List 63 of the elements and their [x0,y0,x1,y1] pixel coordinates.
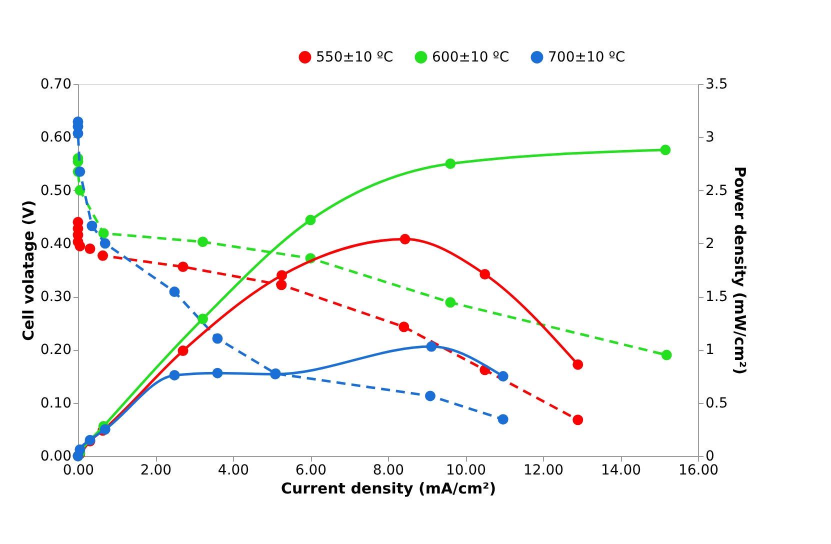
x-tick-label: 14.00 [600,462,642,478]
point [86,220,98,232]
point [445,297,456,308]
y2-tick-label: 1.5 [706,289,728,306]
x-tick-label: 16.00 [678,462,719,478]
y2-tick-label: 1 [706,342,714,358]
point [74,444,86,455]
point [276,280,287,290]
y-tick-label: 0.30 [40,289,72,306]
point [480,269,490,280]
point [498,414,508,425]
x-tick-label: 12.00 [523,462,564,478]
y2-tick-label: 3 [706,130,714,146]
x-tick-label: 6.00 [295,462,327,478]
point [98,250,108,261]
x-tick-label: 0.00 [62,462,94,478]
point [498,371,508,382]
y2-tick-label: 2 [706,236,714,252]
point [169,286,180,298]
point [660,144,671,156]
point [84,244,96,254]
point [212,333,223,344]
y-tick-label: 0.10 [40,395,72,412]
point [198,314,208,324]
legend-label: 550±10 ºC [316,49,394,66]
point [100,238,110,249]
y2-tick-label: 0.5 [706,395,728,412]
point [426,341,437,352]
y2-axis-title: Power density (mW/cm²) [730,166,749,375]
point [72,128,84,139]
point [305,214,316,226]
point [198,236,208,248]
point [169,370,180,380]
y2-tick-label: 2.5 [706,182,728,199]
y-tick-label: 0.40 [40,236,72,252]
x-axis-title: Current density (mA/cm²) [280,480,496,498]
legend-label: 700±10 ºC [548,49,626,66]
point [276,270,288,281]
point [98,228,109,239]
legend-label: 600±10 ºC [432,49,510,66]
point [74,240,86,252]
point [178,346,188,356]
x-tick-label: 10.00 [446,462,486,478]
y-axis-title: Cell volatage (V) [19,200,38,341]
y-tick-label: 0.20 [40,342,72,358]
point [398,322,410,332]
point [212,368,223,378]
y-tick-label: 0.60 [40,130,72,146]
y2-tick-label: 3.5 [706,76,728,92]
y-tick-label: 0.70 [40,76,72,92]
y-tick-label: 0.00 [40,448,72,464]
x-tick-label: 2.00 [140,462,172,478]
y-tick-label: 0.50 [40,182,72,199]
point [178,262,188,272]
y2-tick-label: 0 [706,448,714,464]
point [572,359,584,370]
point [445,158,456,169]
point [661,350,672,360]
point [572,414,584,426]
x-tick-label: 4.00 [218,462,250,478]
x-tick-label: 8.00 [372,462,404,478]
point [424,390,436,402]
point [400,234,410,244]
